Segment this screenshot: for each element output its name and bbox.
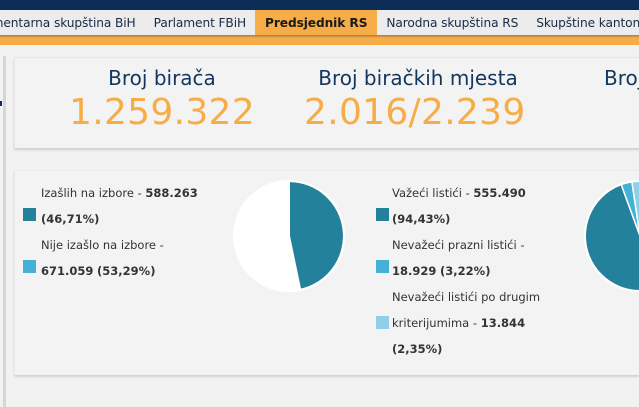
non-turnout-percent: (53,29%) [97,264,156,278]
blank-ballots-label: Nevažeći prazni listići - [392,238,525,252]
legend-item-non-turnout: Nije izašlo na izbore - 671.059 (53,29%) [23,232,221,284]
charts-card: Izašlih na izbore - 588.263 (46,71%) Nij… [14,170,639,375]
voters-label: Broj birača [108,66,216,90]
other-invalid-label-line1: Nevažeći listići po drugim [392,290,541,304]
active-tab-underline [0,35,639,45]
non-turnout-value: 671.059 [41,264,94,278]
turnout-pie-chart [233,180,345,292]
valid-ballots-swatch-icon [376,208,389,221]
ballots-legend: Važeći listići - 555.490 (94,43%) Nevaže… [376,180,572,362]
blank-ballots-percent: (3,22%) [440,264,491,278]
sidebar-marker [0,101,2,106]
turnout-legend: Izašlih na izbore - 588.263 (46,71%) Nij… [23,180,221,284]
blank-ballots-value: 18.929 [392,264,437,278]
other-invalid-percent: (2,35%) [392,342,443,356]
voters-value: 1.259.322 [69,92,255,133]
turnout-swatch-icon [23,208,36,221]
legend-item-turnout: Izašlih na izbore - 588.263 (46,71%) [23,180,221,232]
valid-ballots-label: Važeći listići - [392,186,474,200]
sidebar-border [3,56,6,407]
non-turnout-swatch-icon [23,260,36,273]
blank-ballots-swatch-icon [376,260,389,273]
tab-narodna-skupstina-rs[interactable]: Narodna skupština RS [386,15,519,30]
other-invalid-swatch-icon [376,316,389,329]
third-stat: Broj [604,66,639,90]
tab-parlamentarna-skupstina-bih[interactable]: Parlamentarna skupština BiH [0,15,136,30]
polling-stations-stat: Broj biračkih mjesta 2.016/2.239 [298,66,538,133]
legend-item-other-invalid-ballots: Nevažeći listići po drugim kriterijumima… [376,284,572,362]
election-tabs: Parlamentarna skupština BiH Parlament FB… [0,10,639,35]
polling-stations-value: 2.016/2.239 [304,92,526,133]
polling-stations-label: Broj biračkih mjesta [318,66,518,90]
turnout-value: 588.263 [145,186,198,200]
other-invalid-value: 13.844 [480,316,526,330]
tab-skupstine-kantona[interactable]: Skupštine kantona [536,15,639,30]
stats-summary-card: Broj birača 1.259.322 Broj biračkih mjes… [14,57,639,148]
tab-parlament-fbih[interactable]: Parlament FBiH [153,15,247,30]
legend-item-blank-ballots: Nevažeći prazni listići - 18.929 (3,22%) [376,232,572,284]
turnout-label: Izašlih na izbore - [41,186,146,200]
third-stat-label: Broj [604,66,639,90]
pie-slice-turnout [288,180,345,291]
top-header-bar [0,0,639,10]
valid-ballots-value: 555.490 [473,186,526,200]
valid-ballots-percent: (94,43%) [392,212,451,226]
non-turnout-label: Nije izašlo na izbore - [41,238,164,252]
voters-stat: Broj birača 1.259.322 [62,66,262,133]
tab-predsjednik-rs[interactable]: Predsjednik RS [255,10,378,35]
other-invalid-label-line2: kriterijumima - [392,316,481,330]
ballots-pie-chart [584,180,639,292]
turnout-percent: (46,71%) [41,212,100,226]
legend-item-valid-ballots: Važeći listići - 555.490 (94,43%) [376,180,572,232]
